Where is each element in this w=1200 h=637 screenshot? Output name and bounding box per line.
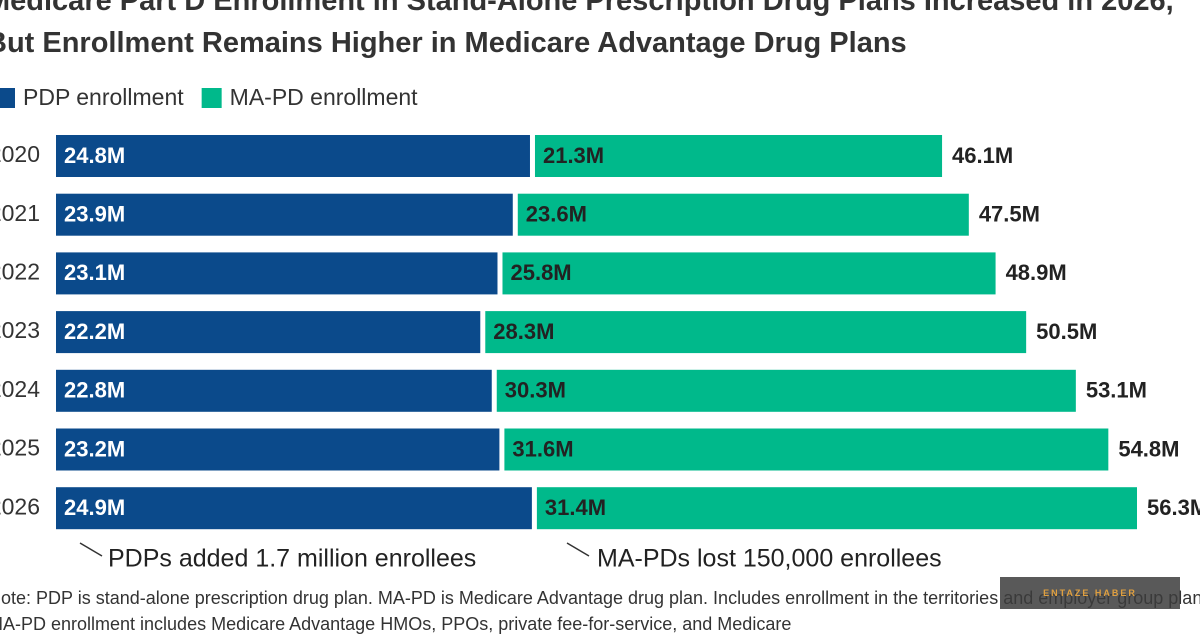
bar-segment	[56, 193, 513, 236]
bar-segment	[536, 487, 1137, 530]
legend-swatch	[201, 88, 222, 108]
data-label: 23.9M	[64, 202, 125, 227]
data-label: 23.1M	[64, 260, 125, 285]
data-label: 31.4M	[545, 495, 606, 520]
data-label: 23.6M	[526, 202, 587, 227]
total-label: 46.1M	[952, 143, 1013, 168]
bar-segment	[56, 135, 530, 177]
bar-segment	[504, 428, 1109, 471]
data-label: 22.2M	[64, 319, 125, 344]
bar-segment	[56, 252, 498, 295]
annotation-leader	[79, 542, 103, 557]
bar-segment	[496, 369, 1076, 412]
data-label: 21.3M	[543, 143, 604, 168]
annotation: PDPs added 1.7 million enrollees	[108, 545, 476, 573]
y-tick-label: 2026	[0, 493, 40, 519]
bar-segment	[56, 311, 481, 354]
data-label: 31.6M	[512, 436, 573, 461]
total-label: 47.5M	[979, 202, 1040, 227]
bar-segment	[56, 369, 492, 412]
y-tick-label: 2021	[0, 200, 40, 226]
legend-label: MA-PD enrollment	[230, 84, 418, 110]
bar-segment	[56, 487, 532, 530]
bar-segment	[534, 135, 943, 177]
total-label: 53.1M	[1086, 378, 1147, 403]
y-tick-label: 2020	[0, 141, 40, 167]
bar-segment	[517, 193, 969, 236]
annotation-leader	[566, 542, 590, 557]
total-label: 50.5M	[1036, 319, 1097, 344]
data-label: 30.3M	[505, 378, 566, 403]
data-label: 23.2M	[64, 436, 125, 461]
data-label: 25.8M	[510, 260, 571, 285]
watermark: ENTAZE HABER	[1000, 577, 1180, 609]
chart-title: Medicare Part D Enrollment in Stand-Alon…	[0, 0, 1174, 59]
legend-label: PDP enrollment	[23, 84, 184, 110]
total-label: 56.3M	[1147, 495, 1200, 520]
total-label: 48.9M	[1006, 260, 1067, 285]
legend-swatch	[0, 88, 15, 108]
data-label: 28.3M	[493, 319, 554, 344]
bar-segment	[502, 252, 996, 295]
y-tick-label: 2023	[0, 317, 40, 343]
annotation: MA-PDs lost 150,000 enrollees	[597, 545, 942, 573]
y-tick-label: 2025	[0, 435, 40, 461]
total-label: 54.8M	[1118, 436, 1179, 461]
note: Note: PDP is stand-alone prescription dr…	[0, 588, 1200, 634]
data-label: 22.8M	[64, 378, 125, 403]
data-label: 24.8M	[64, 143, 125, 168]
y-tick-label: 2022	[0, 258, 40, 284]
bar-segment	[56, 428, 500, 471]
bar-segment	[485, 311, 1027, 354]
data-label: 24.9M	[64, 495, 125, 520]
